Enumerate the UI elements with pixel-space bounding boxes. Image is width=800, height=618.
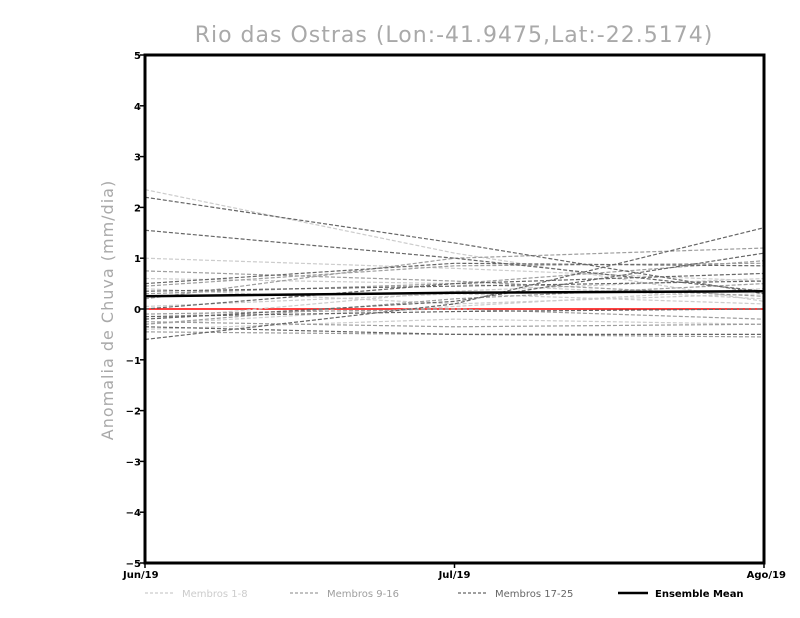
member-line [144,262,765,287]
member-line [144,308,765,320]
legend-label: Membros 9-16 [327,589,399,600]
y-tick-label: 1 [134,254,141,265]
y-tick-label: 5 [134,51,141,62]
chart-title: Rio das Ostras (Lon:-41.9475,Lat:-22.517… [195,23,714,48]
plot-frame [143,53,766,565]
y-tick-label: −5 [126,559,141,570]
member-line [144,229,765,292]
x-tick-label: Jul/19 [438,570,471,581]
member-line [144,227,765,341]
member-line [144,247,765,300]
y-tick-label: 2 [134,203,141,214]
member-line [144,288,765,325]
y-tick-label: −3 [126,457,141,468]
member-line [144,272,765,310]
member-line [144,189,765,302]
legend: Membros 1-8 Membros 9-16 Membros 17-25 Ense… [145,589,744,600]
y-tick-label: −1 [126,356,141,367]
member-line [144,308,765,318]
x-tick-label: Jun/19 [122,570,159,581]
y-tick-label: 4 [134,102,141,113]
y-axis-label: Anomalia de Chuva (mm/dia) [98,180,117,440]
x-axis-ticks: Jun/19 Jul/19 Ago/19 [122,563,786,581]
legend-label: Membros 1-8 [182,589,248,600]
member-line [144,318,765,330]
legend-label: Ensemble Mean [655,589,744,600]
x-tick-label: Ago/19 [747,570,786,581]
y-tick-label: −2 [126,407,141,418]
member-line [144,196,765,295]
member-line [144,321,765,328]
y-tick-label: −4 [126,508,141,519]
member-line [144,283,765,325]
member-line [144,326,764,335]
y-tick-label: 3 [134,153,141,164]
member-line [144,277,765,320]
member-line [144,252,765,320]
member-line [144,262,765,285]
member-line [144,260,765,295]
member-line [144,288,765,305]
member-line [144,280,765,292]
series-lines [144,189,765,341]
y-tick-label: 0 [134,305,141,316]
ensemble-mean-line [144,289,765,298]
y-axis-ticks: −5 −4 −3 −2 −1 0 1 2 3 4 5 [126,51,145,570]
legend-label: Membros 17-25 [495,589,573,600]
